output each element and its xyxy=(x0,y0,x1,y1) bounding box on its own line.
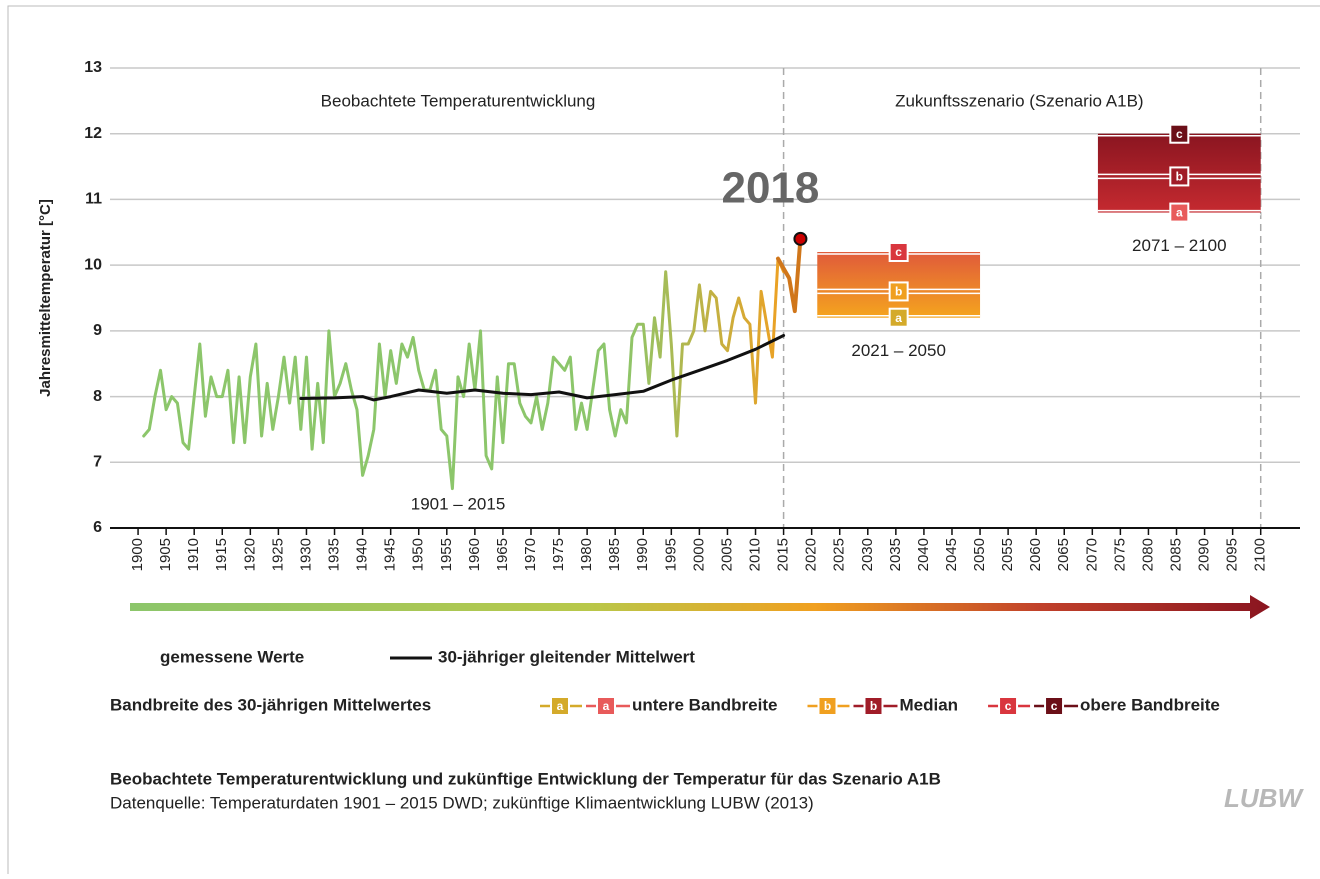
x-tick-label: 1985 xyxy=(606,538,623,571)
x-tick-label: 1950 xyxy=(410,538,427,571)
line xyxy=(142,257,786,491)
band-marker xyxy=(888,242,909,262)
band-marker xyxy=(998,696,1019,716)
x-tick-label: 2100 xyxy=(1252,538,1269,571)
x-tick-label: 1900 xyxy=(129,538,146,571)
x-tick-label: 1930 xyxy=(297,538,314,571)
x-tick-label: 2005 xyxy=(718,538,735,571)
band-marker-letter: c xyxy=(1005,699,1012,713)
band-marker-letter: b xyxy=(1176,170,1183,184)
x-tick-label: 1965 xyxy=(494,538,511,571)
x-tick-label: 2050 xyxy=(971,538,988,571)
y-tick-label: 12 xyxy=(84,125,102,142)
x-tick-label: 1960 xyxy=(466,538,483,571)
timeline-arrow xyxy=(130,595,1270,619)
y-tick-label: 6 xyxy=(93,519,102,536)
legend-label: gemessene Werte xyxy=(160,647,304,666)
y-tick-label: 10 xyxy=(84,256,102,273)
x-tick-label: 2090 xyxy=(1196,538,1213,571)
x-tick-label: 2060 xyxy=(1027,538,1044,571)
x-tick-label: 1910 xyxy=(185,538,202,571)
x-tick-label: 2070 xyxy=(1083,538,1100,571)
x-tick-label: 1980 xyxy=(578,538,595,571)
period-label: 1901 – 2015 xyxy=(411,494,506,513)
band-marker-letter: a xyxy=(895,311,902,325)
legend-label: 30-jähriger gleitender Mittelwert xyxy=(438,647,695,666)
x-tick-label: 2095 xyxy=(1224,538,1241,571)
x-tick-label: 1925 xyxy=(269,538,286,571)
y-tick-label: 9 xyxy=(93,322,102,339)
band-marker-letter: a xyxy=(603,699,610,713)
band-marker xyxy=(550,696,570,716)
x-tick-label: 1970 xyxy=(522,538,539,571)
band-marker-letter: b xyxy=(895,285,902,299)
band-marker xyxy=(888,307,909,328)
band-marker xyxy=(817,696,838,716)
band-marker xyxy=(1169,166,1190,187)
y-tick-label: 8 xyxy=(93,388,102,405)
legend-label: Median xyxy=(899,695,958,714)
caption: Beobachtete Temperaturentwicklung und zu… xyxy=(110,769,941,788)
y-tick-label: 7 xyxy=(93,454,102,471)
x-tick-label: 2000 xyxy=(690,538,707,571)
line xyxy=(776,236,803,314)
y-axis-label: Jahresmitteltemperatur [°C] xyxy=(37,199,54,397)
x-tick-label: 2030 xyxy=(859,538,876,571)
legend-label: untere Bandbreite xyxy=(632,695,777,714)
line xyxy=(299,334,786,402)
x-tick-label: 1920 xyxy=(241,538,258,571)
logo: LUBW xyxy=(1224,783,1304,813)
x-tick-label: 2080 xyxy=(1139,538,1156,571)
x-tick-label: 1905 xyxy=(157,538,174,571)
band-marker-letter: b xyxy=(824,699,831,713)
legend-label: obere Bandbreite xyxy=(1080,695,1220,714)
x-tick-label: 1940 xyxy=(354,538,371,571)
x-tick-label: 1945 xyxy=(382,538,399,571)
x-tick-label: 2035 xyxy=(887,538,904,571)
y-tick-label: 13 xyxy=(84,59,102,76)
x-tick-label: 2010 xyxy=(746,538,763,571)
section-label: Zukunftsszenario (Szenario A1B) xyxy=(895,91,1144,110)
legend-title: Bandbreite des 30-jährigen Mittelwertes xyxy=(110,695,431,714)
x-tick-label: 2065 xyxy=(1055,538,1072,571)
band-marker xyxy=(1044,696,1065,716)
x-tick-label: 1955 xyxy=(438,538,455,571)
band-marker-letter: c xyxy=(1051,699,1058,713)
band-marker-letter: c xyxy=(895,245,902,259)
x-tick-label: 1995 xyxy=(662,538,679,571)
x-tick-label: 2085 xyxy=(1167,538,1184,571)
y-tick-label: 11 xyxy=(85,191,102,208)
band-marker xyxy=(596,696,616,716)
x-tick-label: 2040 xyxy=(915,538,932,571)
source: Datenquelle: Temperaturdaten 1901 – 2015… xyxy=(110,793,814,812)
band-marker xyxy=(1169,202,1190,223)
x-tick-label: 2055 xyxy=(999,538,1016,571)
x-tick-label: 2075 xyxy=(1111,538,1128,571)
section-label: Beobachtete Temperaturentwicklung xyxy=(321,91,596,110)
x-tick-label: 1975 xyxy=(550,538,567,571)
band-marker-letter: a xyxy=(1176,206,1183,220)
annotation-label: 2018 xyxy=(721,163,819,212)
scenario-label: 2071 – 2100 xyxy=(1132,236,1227,255)
x-tick-label: 1935 xyxy=(325,538,342,571)
x-tick-label: 2015 xyxy=(775,538,792,571)
band-marker-letter: a xyxy=(557,699,564,713)
x-tick-label: 1990 xyxy=(634,538,651,571)
band-marker xyxy=(888,281,909,302)
x-tick-label: 2045 xyxy=(943,538,960,571)
x-tick-label: 2025 xyxy=(831,538,848,571)
x-tick-label: 2020 xyxy=(803,538,820,571)
scenario-label: 2021 – 2050 xyxy=(851,341,946,360)
frame xyxy=(7,5,1320,879)
band-marker-letter: b xyxy=(870,699,877,713)
band-marker xyxy=(1169,123,1190,144)
x-tick-label: 1915 xyxy=(213,538,230,571)
band-marker xyxy=(863,696,884,716)
band-marker-letter: c xyxy=(1176,127,1183,141)
annotation-point xyxy=(793,231,808,246)
